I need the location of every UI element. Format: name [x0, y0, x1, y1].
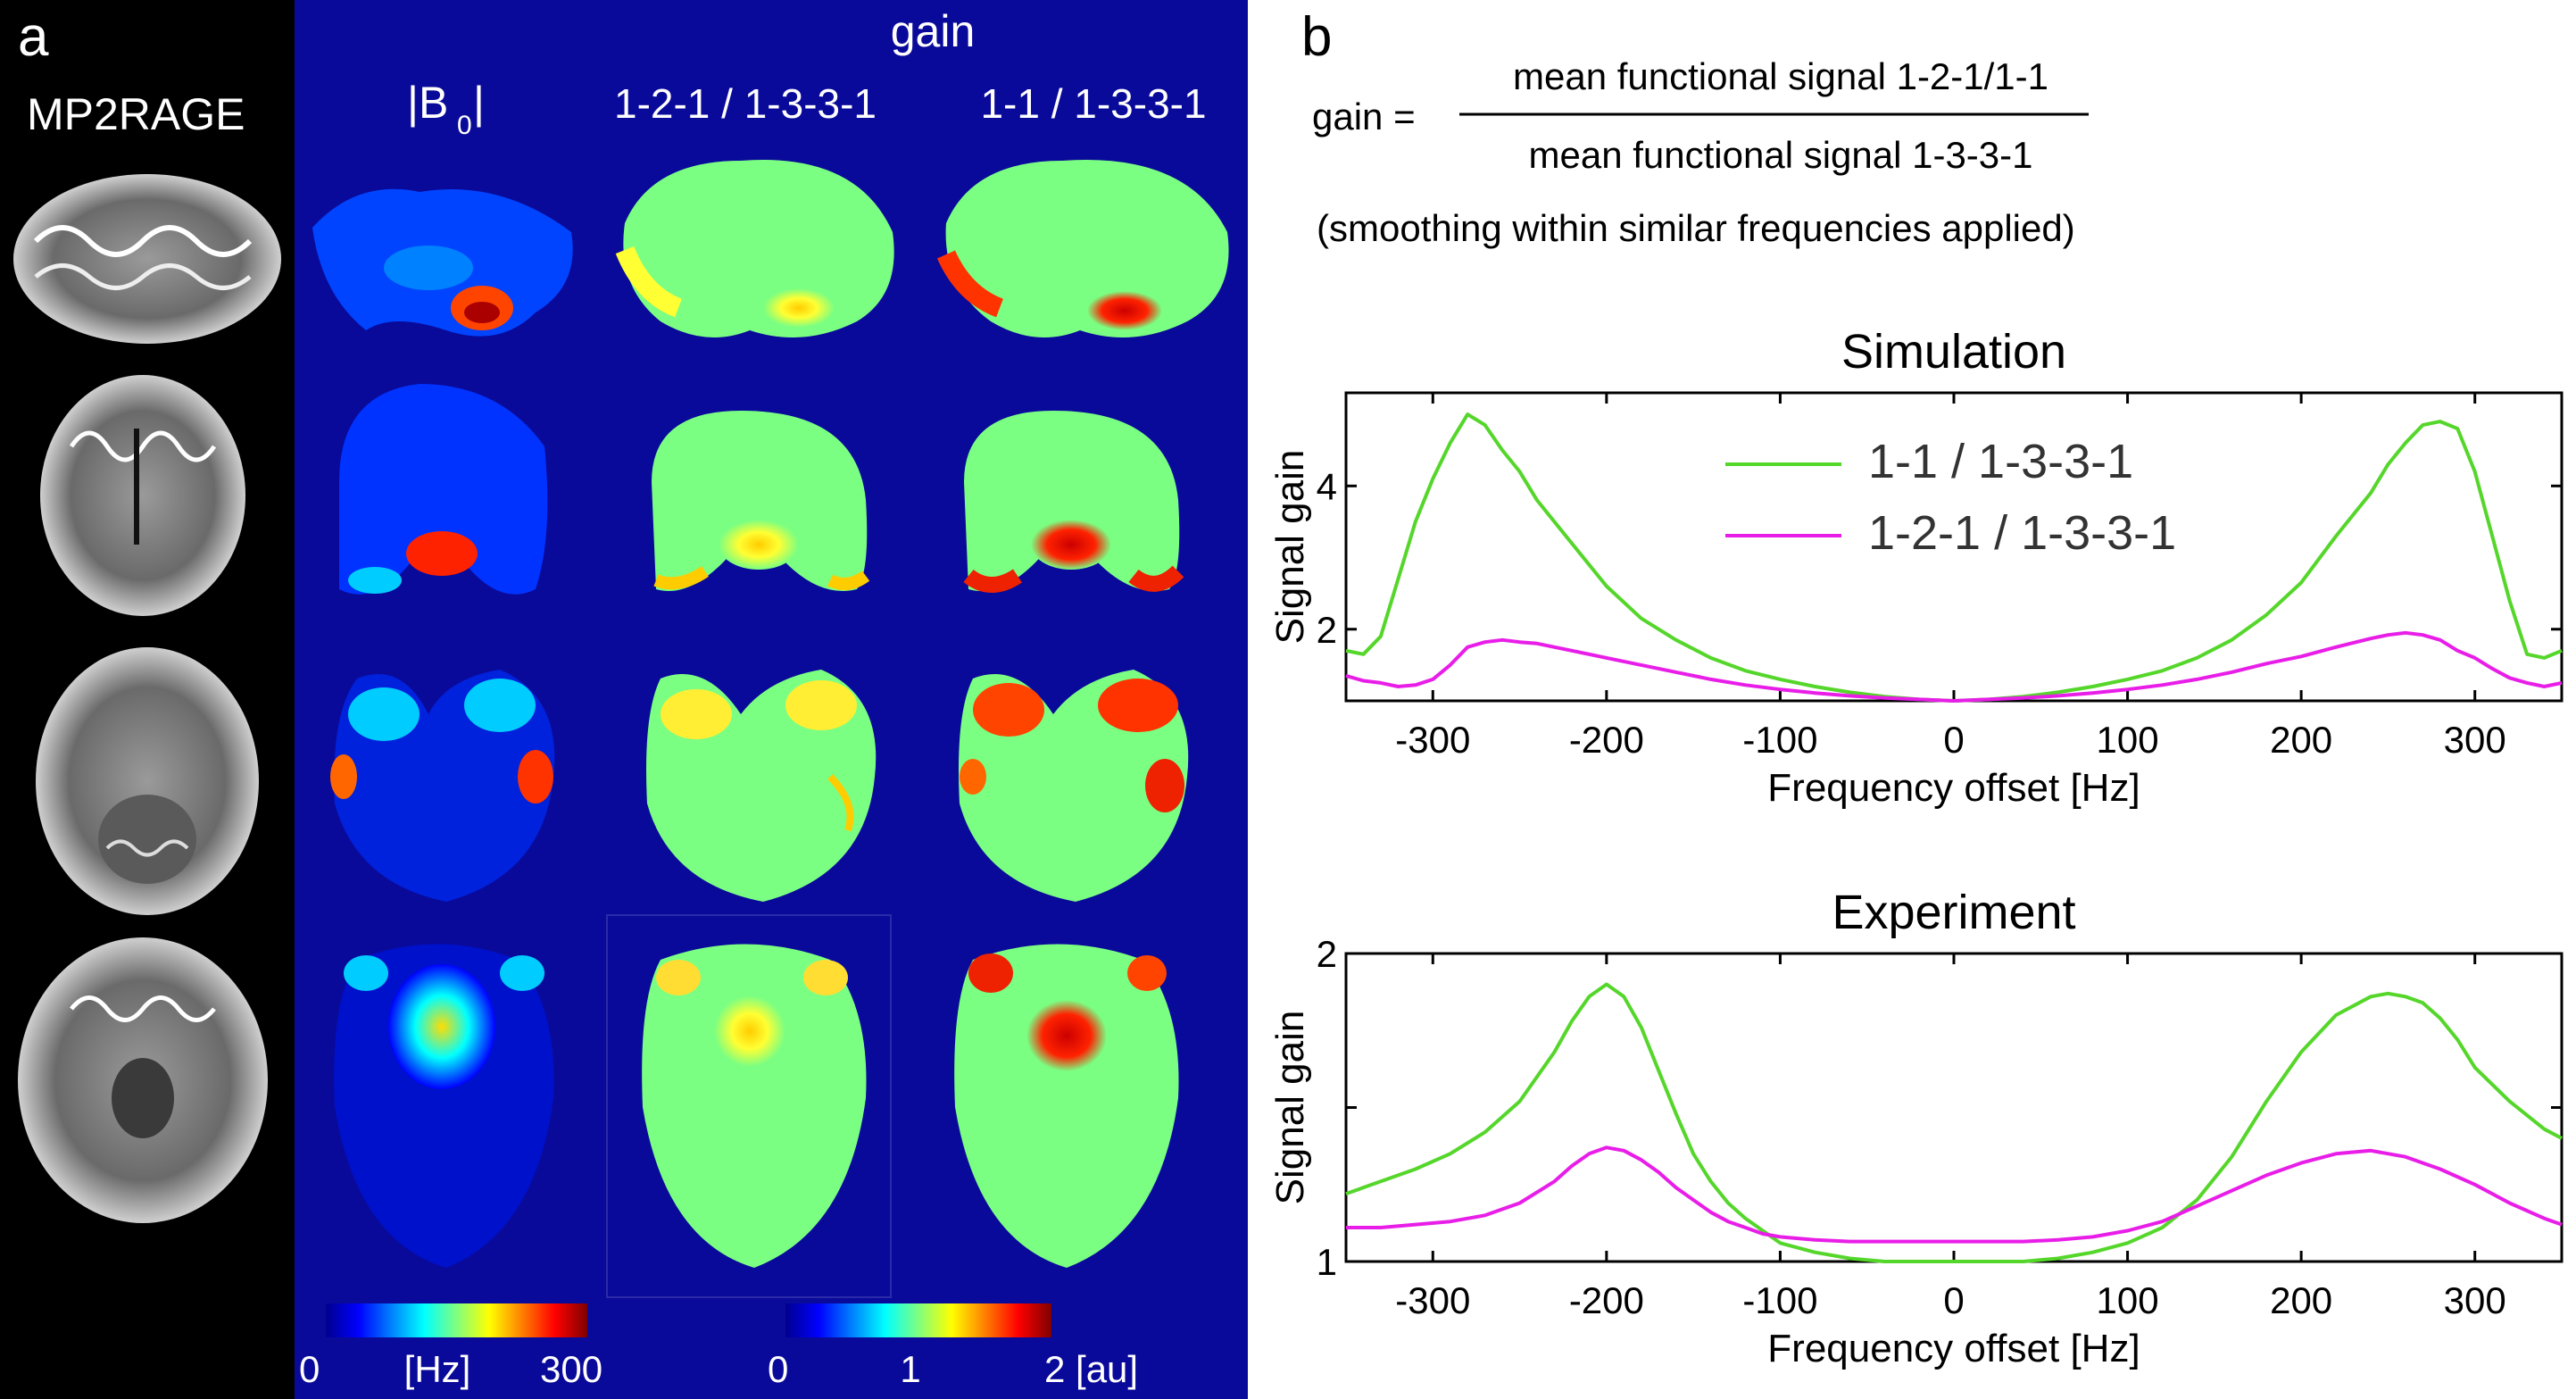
- gain-formula: gain = mean functional signal 1-2-1/1-1 …: [1312, 55, 2089, 249]
- mp2rage-axial-ventricles-image: [18, 937, 268, 1223]
- y-axis-label: Signal gain: [1268, 450, 1312, 645]
- formula-lhs: gain =: [1312, 96, 1416, 137]
- simulation-chart: Simulation -300 -200 -100 0 100 200 300 2 4 Freque…: [1268, 325, 2564, 810]
- x-tick-label: 200: [2270, 1279, 2332, 1321]
- colorbar-hz-max: 300: [540, 1348, 602, 1390]
- y-axis-label: Signal gain: [1268, 1011, 1312, 1205]
- y-tick-label: 2: [1317, 609, 1337, 651]
- mp2rage-sagittal-image: [13, 174, 281, 344]
- colorbar-hz-gradient: [326, 1303, 587, 1337]
- y-tick-label: 1: [1317, 1241, 1337, 1283]
- colorbar-au-max: 2 [au]: [1044, 1348, 1138, 1390]
- series-line-green: [1345, 982, 2563, 1263]
- b0-title-subscript: 0: [457, 111, 472, 140]
- gain11-sagittal-map: [936, 160, 1229, 337]
- x-axis-label: Frequency offset [Hz]: [1767, 1327, 2140, 1370]
- gain121-axial-temporal-map: [646, 670, 877, 902]
- chart-title: Experiment: [1832, 886, 2075, 939]
- gain-title: gain: [891, 6, 976, 56]
- series-line-magenta: [1346, 1145, 2563, 1244]
- colorbar-hz-min: 0: [299, 1348, 320, 1390]
- b0-axial-temporal-map: [330, 670, 555, 902]
- colorbar-au-min: 0: [768, 1348, 788, 1390]
- x-tick-label: 300: [2444, 1279, 2506, 1321]
- x-tick-label: 200: [2270, 719, 2332, 761]
- mp2rage-title: MP2RAGE: [27, 89, 245, 139]
- legend-entry: 1-2-1 / 1-3-3-1: [1868, 506, 2176, 560]
- gain121-axial-ventricles-map: [642, 944, 867, 1268]
- gain121-sagittal-map: [615, 160, 894, 337]
- gain11-coronal-map: [963, 411, 1184, 593]
- colorbar-au: 0 1 2 [au]: [768, 1303, 1138, 1390]
- chart-title: Simulation: [1841, 325, 2066, 379]
- x-axis-label: Frequency offset [Hz]: [1767, 766, 2140, 810]
- x-tick-label: 300: [2444, 719, 2506, 761]
- x-tick-label: -200: [1569, 1279, 1644, 1321]
- colorbar-au-mid: 1: [900, 1348, 920, 1390]
- experiment-chart: Experiment -300 -200 -100 0 100 200 300 1 2 Freque…: [1268, 886, 2564, 1370]
- gain11-axial-temporal-map: [959, 670, 1189, 902]
- gain121-coronal-map: [652, 411, 870, 591]
- x-tick-label: 0: [1943, 1279, 1964, 1321]
- formula-note: (smoothing within similar frequencies ap…: [1317, 207, 2075, 249]
- b0-column-title: |B 0 |: [407, 78, 485, 140]
- b0-title-suffix: |: [473, 78, 485, 128]
- row-sagittal: [13, 160, 1229, 344]
- formula-numerator: mean functional signal 1-2-1/1-1: [1513, 55, 2048, 97]
- b0-title-prefix: |B: [407, 78, 448, 128]
- panel-a: a MP2RAGE gain |B 0 | 1-2-1 / 1-3-3-1 1-…: [0, 0, 1248, 1399]
- x-tick-label: -100: [1742, 1279, 1817, 1321]
- col-11-title: 1-1 / 1-3-3-1: [980, 80, 1206, 127]
- y-tick-label: 4: [1317, 465, 1337, 507]
- x-tick-label: 100: [2097, 1279, 2159, 1321]
- panel-a-label: a: [18, 6, 49, 68]
- b0-coronal-map: [339, 384, 548, 595]
- colorbar-au-gradient: [785, 1303, 1051, 1337]
- plot-frame: [1344, 952, 2564, 1263]
- panel-b: b gain = mean functional signal 1-2-1/1-…: [1268, 6, 2564, 1370]
- x-tick-label: -100: [1742, 719, 1817, 761]
- col-121-title: 1-2-1 / 1-3-3-1: [614, 80, 877, 127]
- gain11-axial-ventricles-map: [954, 944, 1179, 1268]
- b0-sagittal-map: [312, 188, 573, 337]
- panel-b-label: b: [1301, 6, 1332, 68]
- b0-axial-ventricles-map: [334, 944, 554, 1268]
- series-line-magenta: [1345, 630, 2563, 703]
- x-tick-label: -200: [1569, 719, 1644, 761]
- y-tick-label: 2: [1317, 933, 1337, 975]
- highlight-frame: [606, 914, 892, 1298]
- x-tick-label: -300: [1395, 1279, 1470, 1321]
- row-coronal: [40, 375, 1184, 616]
- x-tick-label: 0: [1943, 719, 1964, 761]
- row-axial-temporal: [36, 647, 1189, 915]
- mp2rage-coronal-image: [40, 375, 245, 616]
- legend-entry: 1-1 / 1-3-3-1: [1868, 435, 2133, 488]
- x-tick-label: 100: [2097, 719, 2159, 761]
- colorbar-hz-unit: [Hz]: [404, 1348, 471, 1390]
- formula-denominator: mean functional signal 1-3-3-1: [1529, 134, 2033, 176]
- row-axial-ventricles: [18, 914, 1179, 1298]
- colorbar-hz: 0 [Hz] 300: [299, 1303, 602, 1390]
- mp2rage-axial-temporal-image: [36, 647, 259, 915]
- x-tick-label: -300: [1395, 719, 1470, 761]
